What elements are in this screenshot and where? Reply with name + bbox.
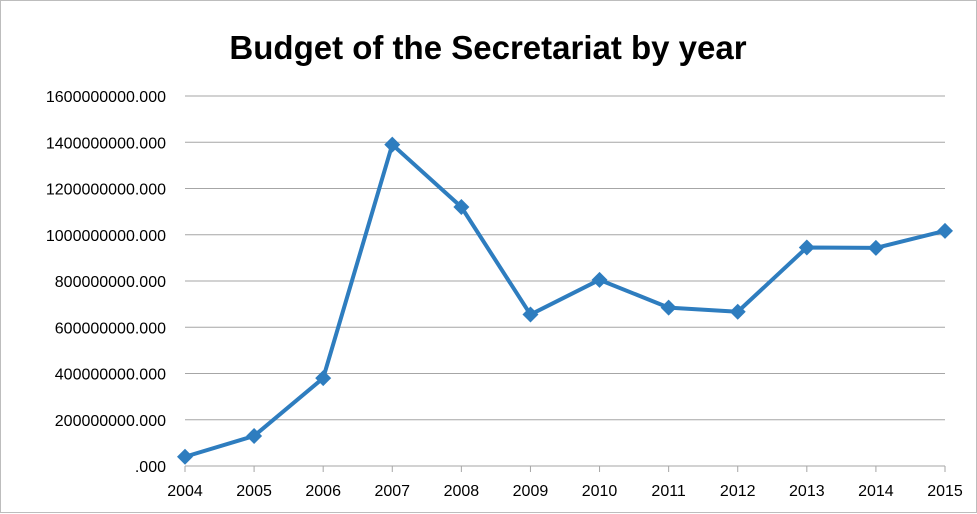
y-tick-label: 600000000.000 <box>55 320 166 337</box>
data-point-marker <box>591 271 608 288</box>
y-tick-label: 800000000.000 <box>55 274 166 291</box>
y-tick-label: 200000000.000 <box>55 413 166 430</box>
data-point-marker <box>937 222 953 239</box>
series <box>177 136 953 465</box>
y-tick-label: .000 <box>135 459 166 476</box>
y-tick-label: 400000000.000 <box>55 367 166 384</box>
data-point-marker <box>315 370 332 387</box>
x-tick-label: 2006 <box>305 483 341 500</box>
x-tick-label: 2010 <box>582 483 618 500</box>
y-tick-label: 1000000000.000 <box>46 228 166 245</box>
y-tick-label: 1400000000.000 <box>46 135 166 152</box>
data-point-marker <box>384 136 401 153</box>
y-axis-tick-labels: .000 200000000.000 400000000.000 600000000.… <box>46 89 166 476</box>
series-line <box>184 142 946 459</box>
chart-title: Budget of the Secretariat by year <box>229 29 746 66</box>
x-tick-label: 2007 <box>374 483 410 500</box>
data-point-marker <box>660 299 677 316</box>
gridlines <box>185 95 945 467</box>
y-tick-label: 1200000000.000 <box>46 182 166 199</box>
x-tick-label: 2013 <box>789 483 825 500</box>
x-tick-label: 2008 <box>444 483 480 500</box>
x-tick-label: 2015 <box>927 483 963 500</box>
data-point-marker <box>453 199 470 215</box>
x-tick-label: 2012 <box>720 483 756 500</box>
y-tick-label: 1600000000.000 <box>46 89 166 106</box>
x-axis-tick-labels: 2004 2005 2006 2007 2008 2009 2010 2011 2012 2013… <box>167 466 963 500</box>
data-point-marker <box>798 239 815 256</box>
data-point-marker <box>246 427 263 444</box>
x-tick-label: 2005 <box>236 483 272 500</box>
x-tick-label: 2009 <box>513 483 549 500</box>
data-point-marker <box>867 239 884 256</box>
x-tick-label: 2004 <box>167 483 203 500</box>
data-point-marker <box>729 303 746 320</box>
data-point-marker <box>522 306 539 323</box>
x-tick-label: 2014 <box>858 483 894 500</box>
data-point-marker <box>177 448 193 465</box>
x-tick-label: 2011 <box>651 483 686 500</box>
